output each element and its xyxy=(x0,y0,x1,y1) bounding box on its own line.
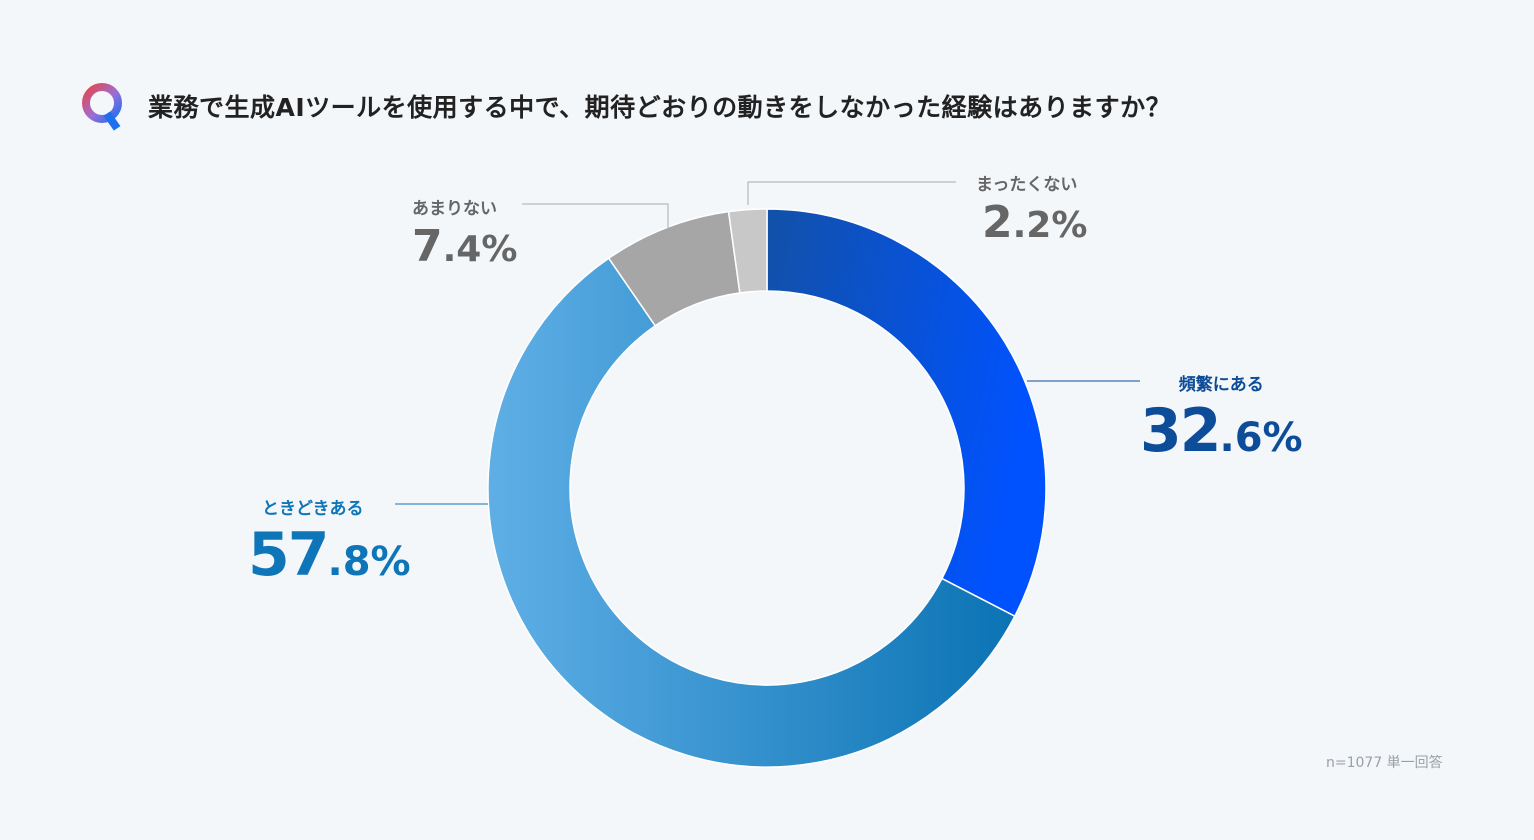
slice-name: まったくない xyxy=(976,175,1078,195)
question-title: 業務で生成AIツールを使用する中で、期待どおりの動きをしなかった経験はありますか… xyxy=(148,93,1172,122)
slice-label-never: まったくない 2.2% xyxy=(976,170,1087,245)
slice-value: 7.4% xyxy=(412,221,518,272)
slice-frequent xyxy=(766,208,1047,618)
slice-label-rarely: あまりない 7.4% xyxy=(412,194,517,269)
sample-note: n=1077 単一回答 xyxy=(1326,755,1443,771)
leader-rarely xyxy=(522,203,669,228)
slice-sometimes xyxy=(487,257,1016,768)
slice-label-frequent: 頻繁にある 32.6% xyxy=(1140,370,1303,461)
slice-never xyxy=(727,208,768,294)
q-icon xyxy=(82,83,122,131)
leader-never xyxy=(747,181,956,205)
slice-name: 頻繁にある xyxy=(1178,375,1264,395)
slice-name: あまりない xyxy=(412,199,497,219)
slice-name: ときどきある xyxy=(262,499,364,519)
slice-value: 57.8% xyxy=(248,520,411,590)
slice-value: 2.2% xyxy=(982,197,1088,248)
slice-value: 32.6% xyxy=(1140,396,1303,466)
slice-label-sometimes: ときどきある 57.8% xyxy=(248,494,411,585)
